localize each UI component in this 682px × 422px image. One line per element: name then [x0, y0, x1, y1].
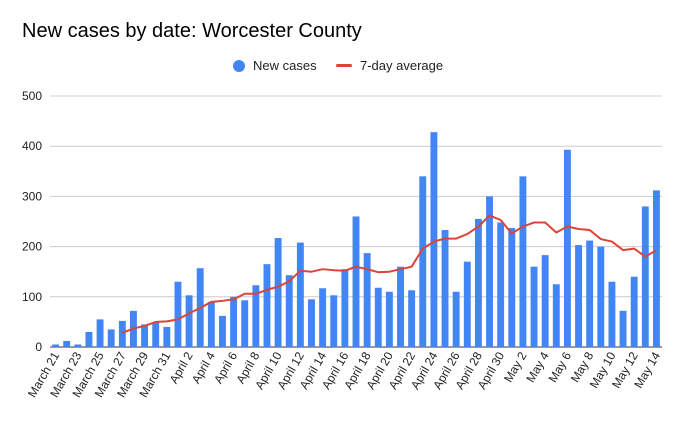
bar-new-cases [419, 176, 427, 347]
bar-new-cases [652, 190, 660, 347]
y-tick-label: 300 [22, 189, 42, 203]
bar-new-cases [230, 296, 238, 347]
bar-new-cases [274, 238, 282, 347]
bar-new-cases [552, 284, 560, 347]
bar-new-cases [263, 264, 271, 347]
bar-new-cases [619, 310, 627, 347]
bar-new-cases [118, 320, 126, 347]
bar-new-cases [463, 261, 471, 347]
bar-new-cases [308, 299, 315, 347]
bar-new-cases [374, 287, 382, 347]
legend-item-7-day-average: 7-day average [336, 58, 443, 73]
bar-new-cases [63, 340, 71, 347]
bar-new-cases [285, 275, 293, 347]
bar-new-cases [497, 222, 505, 347]
bar-new-cases [163, 326, 171, 347]
bar-new-cases [641, 206, 649, 347]
bar-new-cases [85, 331, 93, 347]
bar-new-cases [241, 300, 249, 347]
line-series-7-day-average [121, 214, 657, 334]
bar-new-cases [530, 266, 538, 347]
bar-series-new-cases [52, 132, 660, 347]
y-tick-label: 500 [22, 89, 42, 103]
bar-new-cases [141, 324, 149, 347]
bar-new-cases [96, 319, 104, 347]
y-tick-label: 100 [22, 290, 42, 304]
chart-legend: New cases 7-day average [0, 58, 682, 78]
legend-swatch-new-cases [233, 59, 245, 72]
bar-new-cases [74, 344, 82, 347]
chart-title: New cases by date: Worcester County [22, 20, 362, 42]
bar-new-cases [508, 228, 516, 347]
legend-swatch-7-day-average [336, 64, 352, 67]
bar-new-cases [630, 276, 638, 347]
bar-new-cases [519, 176, 527, 347]
bar-new-cases [52, 344, 60, 347]
legend-label-new-cases: New cases [253, 58, 317, 73]
y-axis-tick-labels: 0 100 200 300 400 500 [22, 89, 42, 354]
bar-new-cases [219, 315, 226, 347]
bar-new-cases [452, 291, 460, 347]
bar-new-cases [486, 196, 493, 347]
bar-new-cases [397, 266, 404, 347]
bar-new-cases [330, 295, 338, 347]
bar-new-cases [107, 329, 115, 347]
bar-new-cases [252, 285, 260, 347]
bar-new-cases [341, 269, 349, 347]
y-tick-label: 0 [35, 340, 42, 354]
bar-new-cases [441, 230, 449, 347]
bar-new-cases [563, 149, 571, 347]
bar-new-cases [296, 242, 304, 347]
legend-item-new-cases: New cases [233, 58, 317, 73]
legend-label-7-day-average: 7-day average [360, 58, 444, 73]
bar-new-cases [207, 301, 215, 347]
bar-new-cases [408, 290, 416, 347]
y-tick-label: 400 [22, 139, 42, 153]
y-tick-label: 200 [22, 240, 42, 254]
bar-new-cases [363, 253, 371, 347]
bar-new-cases [319, 288, 327, 347]
bar-new-cases [608, 281, 616, 347]
bar-new-cases [174, 281, 182, 347]
bar-new-cases [575, 245, 582, 347]
line-7-day-average [121, 214, 657, 334]
bar-new-cases [152, 321, 160, 347]
bar-new-cases [352, 216, 360, 347]
bar-new-cases [541, 255, 549, 347]
bar-new-cases [474, 218, 482, 347]
bar-new-cases [385, 291, 393, 347]
bar-new-cases [597, 246, 605, 347]
bar-new-cases [430, 132, 438, 347]
bar-new-cases [586, 240, 594, 347]
bar-new-cases [185, 295, 193, 347]
